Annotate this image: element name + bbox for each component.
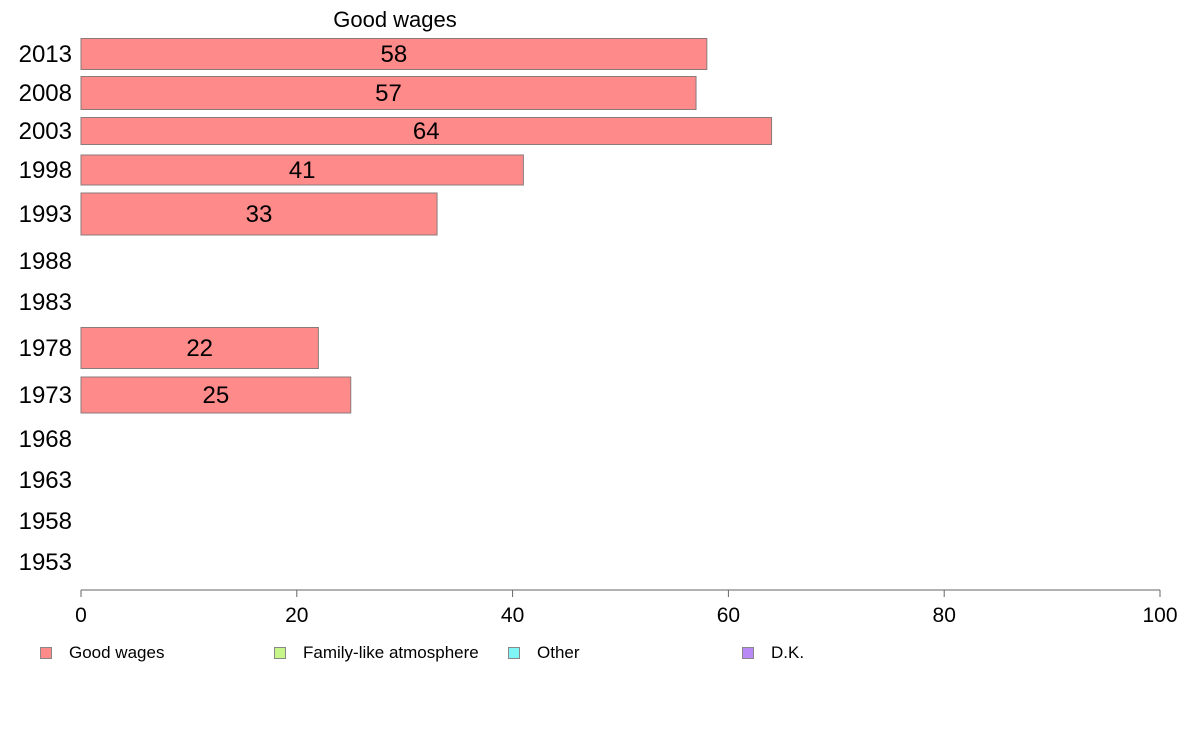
category-label: 1963: [19, 467, 72, 494]
legend-swatch-other: [508, 647, 520, 659]
bar-value-label: 22: [186, 335, 213, 362]
category-label: 1968: [19, 426, 72, 453]
x-tick-label: 0: [75, 604, 87, 627]
category-label: 2013: [19, 41, 72, 68]
category-label: 1988: [19, 248, 72, 275]
bar-row: 2013 58: [19, 38, 708, 70]
bar-row: 1998 41: [19, 154, 524, 186]
legend-swatch-family-like-atmosphere: [274, 647, 286, 659]
legend-item-family-like-atmosphere: Family-like atmosphere: [274, 643, 479, 663]
x-tick-label: 100: [1142, 604, 1177, 627]
bar-value-label: 58: [381, 41, 408, 68]
bar-row: 2003 64: [19, 117, 773, 145]
bar-row: 1968: [19, 426, 72, 453]
bar: [80, 154, 524, 186]
chart-title: Good wages: [333, 7, 457, 32]
bar: [80, 376, 352, 414]
legend-label: Family-like atmosphere: [303, 643, 479, 662]
category-label: 1978: [19, 335, 72, 362]
bar-value-label: 64: [413, 118, 440, 145]
bar-row: 1988: [19, 248, 72, 275]
bar-value-label: 33: [246, 201, 273, 228]
bar-row: 1983: [19, 289, 72, 316]
bar-chart: Good wages 2013 58 2008 57 2003 64 1998 41 1993 3…: [19, 7, 1178, 627]
bar-row: 1978 22: [19, 327, 319, 369]
x-tick-label: 40: [501, 604, 524, 627]
bar: [80, 117, 773, 145]
bar-row: 1958: [19, 508, 72, 535]
category-label: 2003: [19, 118, 72, 145]
category-label: 1983: [19, 289, 72, 316]
bar: [80, 38, 708, 70]
x-axis: 0 20 40 60 80 100: [75, 589, 1178, 627]
legend-label: D.K.: [771, 643, 805, 662]
bar-value-label: 41: [289, 157, 316, 184]
bar-row: 1963: [19, 467, 72, 494]
x-tick-label: 80: [933, 604, 956, 627]
x-tick-label: 60: [717, 604, 740, 627]
bar: [80, 327, 319, 369]
bar-row: 2008 57: [19, 76, 697, 110]
x-tick-label: 20: [285, 604, 308, 627]
bar-row: 1993 33: [19, 192, 438, 236]
legend-item-dk: D.K.: [742, 643, 804, 663]
category-label: 1973: [19, 382, 72, 409]
category-label: 1993: [19, 201, 72, 228]
bar-rows: 2013 58 2008 57 2003 64 1998 41 1993 33 1988 1983 19…: [19, 38, 773, 576]
category-label: 1998: [19, 157, 72, 184]
legend-swatch-good-wages: [40, 647, 52, 659]
bar-row: 1953: [19, 549, 72, 576]
legend-item-good-wages: Good wages: [40, 643, 164, 663]
legend-item-other: Other: [508, 643, 580, 663]
category-label: 1958: [19, 508, 72, 535]
bar: [80, 76, 697, 110]
bar-value-label: 25: [203, 382, 230, 409]
bar: [80, 192, 438, 236]
category-label: 1953: [19, 549, 72, 576]
legend-label: Other: [537, 643, 580, 662]
category-label: 2008: [19, 80, 72, 107]
bar-value-label: 57: [375, 80, 402, 107]
bar-row: 1973 25: [19, 376, 352, 414]
legend-label: Good wages: [69, 643, 165, 662]
legend-swatch-dk: [742, 647, 754, 659]
legend: Good wages Family-like atmosphere Other …: [40, 643, 1140, 667]
